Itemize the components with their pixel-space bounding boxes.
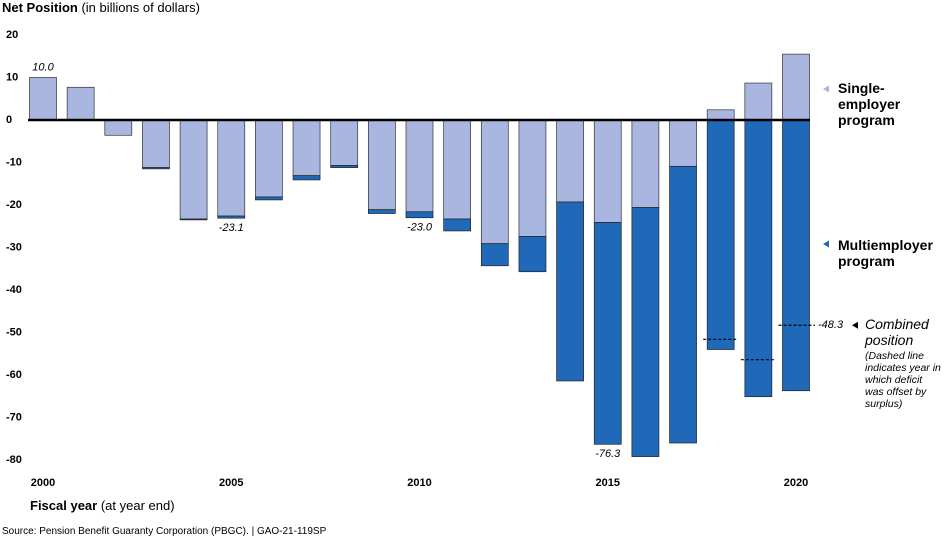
y-tick-label: -80 [6, 454, 22, 466]
y-tick-label: -10 [6, 156, 22, 168]
bar-single [744, 82, 773, 121]
source: Source: Pension Benefit Guaranty Corpora… [2, 526, 327, 537]
bar-multi [443, 218, 471, 232]
bar-multi [556, 201, 584, 382]
bar-single [631, 119, 660, 208]
legend-combined: Combined position [865, 316, 929, 348]
bar-single [29, 77, 57, 121]
y-axis-note: (in billions of dollars) [81, 0, 200, 15]
legend-multi: Multiemployer program [838, 237, 933, 269]
annotation: -76.3 [595, 448, 621, 460]
bar-multi [518, 236, 547, 273]
bar-single [142, 119, 170, 168]
bar-multi [405, 211, 434, 219]
bar-single [480, 119, 509, 245]
x-tick-label: 2020 [784, 477, 808, 489]
y-tick-label: 20 [6, 29, 18, 41]
bar-multi [255, 196, 283, 201]
bar-single [782, 53, 810, 121]
legend-marker-single [823, 85, 829, 93]
bar-single [217, 119, 246, 217]
bar-single [706, 109, 735, 121]
x-axis-note: (at year end) [100, 498, 175, 513]
bar-single [104, 119, 133, 136]
legend-marker-multi [823, 240, 829, 248]
bar-single [292, 119, 321, 177]
x-tick-label: 2010 [407, 477, 431, 489]
annotation: -23.1 [219, 222, 244, 234]
annotation: -23.0 [407, 222, 433, 234]
y-axis-label: Net Position (in billions of dollars) [2, 0, 200, 15]
x-tick-label: 2000 [31, 477, 55, 489]
bar-multi [706, 119, 735, 350]
y-tick-label: -30 [6, 241, 22, 253]
bar-multi [217, 215, 246, 219]
y-tick-label: 0 [6, 114, 12, 126]
bar-multi [480, 243, 509, 267]
bar-single [405, 119, 434, 213]
bar-single [593, 119, 622, 223]
bar-single [669, 119, 697, 167]
y-tick-label: -20 [6, 199, 22, 211]
bar-single [330, 119, 359, 166]
bar-multi [744, 119, 773, 398]
legend-note: (Dashed line indicates year in which def… [865, 350, 941, 410]
y-tick-label: -60 [6, 369, 22, 381]
bar-multi [593, 222, 622, 445]
bar-single [368, 119, 396, 211]
x-axis-title: Fiscal year [30, 498, 98, 513]
x-tick-label: 2005 [219, 477, 243, 489]
y-tick-label: -40 [6, 284, 22, 296]
bar-single [518, 119, 547, 237]
annotation: 10.0 [32, 61, 54, 73]
bar-single [556, 119, 584, 203]
bar-multi [368, 209, 396, 214]
bar-single [179, 119, 208, 220]
legend-single: Single-employer program [838, 80, 901, 128]
bar-multi [782, 119, 810, 392]
bar-multi [292, 175, 321, 181]
bar-single [443, 119, 471, 220]
bar-multi [669, 165, 697, 444]
y-axis-title: Net Position [2, 0, 78, 15]
bar-multi [142, 167, 170, 170]
bar-single [66, 86, 95, 121]
combined-label: -48.3 [818, 319, 844, 331]
legend-marker-combined [852, 321, 858, 329]
bar-single [255, 119, 283, 198]
bar-multi [330, 165, 359, 168]
y-tick-label: -70 [6, 411, 22, 423]
bar-multi [179, 218, 208, 221]
bar-multi [631, 207, 660, 457]
x-axis-label: Fiscal year (at year end) [30, 498, 175, 513]
y-tick-label: 10 [6, 71, 18, 83]
x-tick-label: 2015 [596, 477, 620, 489]
y-tick-label: -50 [6, 326, 22, 338]
